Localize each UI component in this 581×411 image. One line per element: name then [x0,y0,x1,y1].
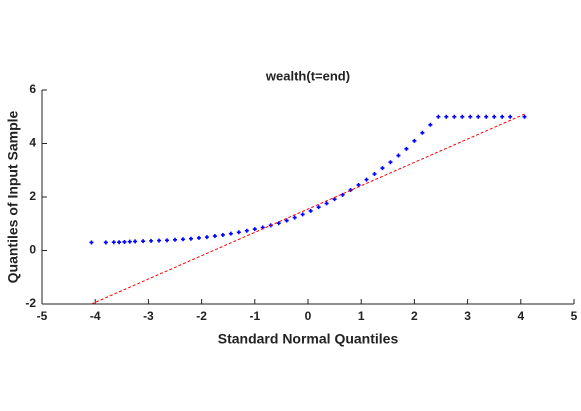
x-tick-label: -4 [90,309,101,323]
point [244,228,249,233]
x-tick-label: 2 [411,309,418,323]
point [180,237,185,242]
point [388,160,393,165]
point [173,237,177,242]
x-tick-label: -2 [196,309,207,323]
x-tick-label: 5 [571,309,578,323]
point [468,114,473,119]
point [220,232,225,237]
point [196,235,201,240]
point [165,238,170,243]
x-tick-label: -5 [37,309,48,323]
point [149,238,154,243]
y-tick-label: 4 [29,136,36,150]
point [103,240,108,245]
point [348,188,353,193]
point [141,239,146,244]
reference-line [91,113,525,305]
point [436,114,441,119]
y-tick-label: 2 [29,189,36,203]
point [236,230,241,235]
point [364,177,369,182]
point [444,114,449,119]
point [292,215,297,220]
point [492,114,497,119]
x-tick-label: 4 [517,309,524,323]
y-tick-label: 6 [29,82,36,96]
point [212,234,217,239]
point [324,201,329,206]
point [372,171,377,176]
point [412,138,417,143]
point [396,153,401,158]
point [476,114,481,119]
x-tick-label: 3 [464,309,471,323]
point [133,239,138,244]
point [428,122,433,127]
point [452,114,457,119]
point [380,166,385,171]
y-axis-label: Quantiles of Input Sample [5,110,21,283]
point [284,218,289,223]
point [308,208,313,213]
point [484,114,489,119]
point [508,114,513,119]
point [404,146,409,151]
point [276,221,281,226]
point [127,239,132,244]
point [522,114,527,119]
y-tick-label: 0 [29,243,36,257]
point [300,212,305,217]
point [89,240,94,245]
point [228,231,233,236]
point [122,239,127,244]
point [117,240,122,245]
point [157,238,162,243]
point [252,227,257,232]
x-tick-label: 1 [358,309,365,323]
point [111,240,116,245]
x-tick-label: -3 [143,309,154,323]
x-axis-label: Standard Normal Quantiles [218,331,399,347]
point [420,130,425,135]
chart-title: wealth(t=end) [265,68,350,83]
point [204,235,209,240]
point [356,182,361,187]
point [460,114,465,119]
point [188,236,193,241]
point [316,205,321,210]
x-tick-label: -1 [249,309,260,323]
x-tick-label: 0 [305,309,312,323]
point [500,114,505,119]
y-tick-label: -2 [25,296,36,310]
